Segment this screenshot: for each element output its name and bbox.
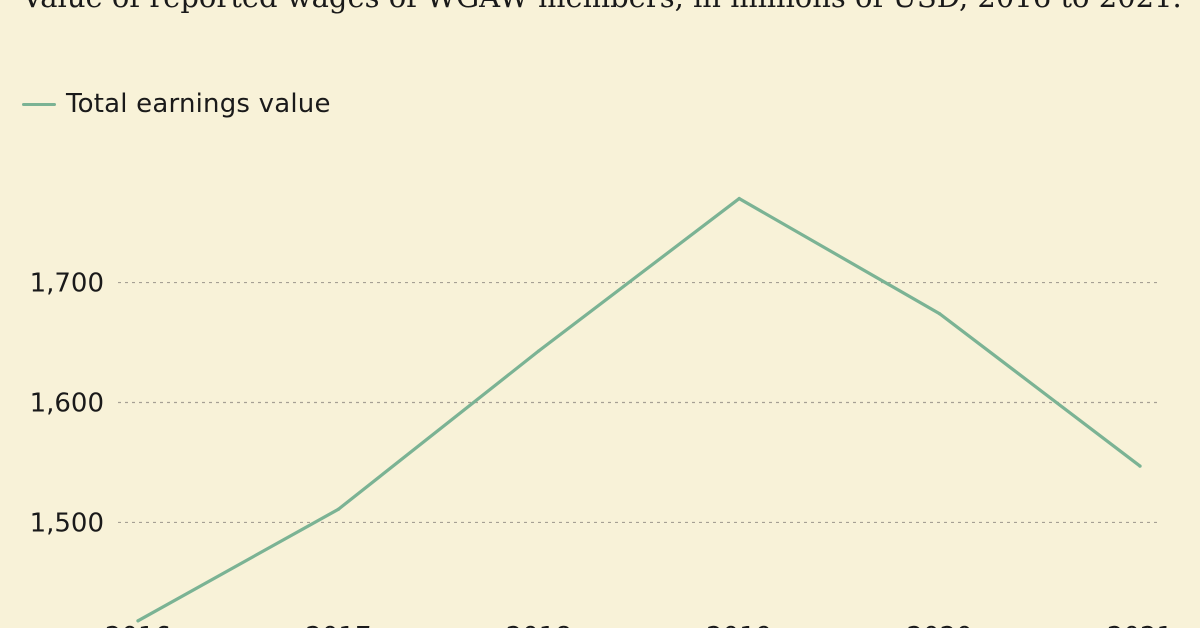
legend: Total earnings value [22, 86, 331, 122]
data-point [537, 349, 541, 353]
y-tick-label: 1,600 [30, 388, 104, 418]
chart-subtitle: Value of reported wages of WGAW members,… [22, 0, 1192, 16]
x-tick-label: 2018 [506, 622, 572, 628]
x-tick-label: 2019 [706, 622, 772, 628]
data-point [938, 312, 942, 316]
series-lines [136, 196, 1142, 623]
gridlines [118, 281, 1160, 524]
y-tick-label: 1,700 [30, 269, 104, 299]
x-tick-label: 2017 [305, 622, 371, 628]
data-point [336, 507, 340, 511]
series-line [136, 196, 1142, 623]
data-point [1138, 464, 1142, 468]
legend-label: Total earnings value [66, 89, 331, 119]
data-point [737, 196, 741, 201]
y-axis-ticks: 1,500 1,600 1,700 [30, 269, 104, 539]
x-tick-label: 2021 [1107, 622, 1173, 628]
legend-swatch [22, 102, 56, 106]
data-point [136, 619, 140, 623]
x-tick-label: 2020 [907, 622, 973, 628]
y-tick-label: 1,500 [30, 508, 104, 538]
x-tick-label: 2016 [105, 622, 171, 628]
x-axis-ticks: 2016 2017 2018 2019 2020 2021 [105, 622, 1173, 628]
